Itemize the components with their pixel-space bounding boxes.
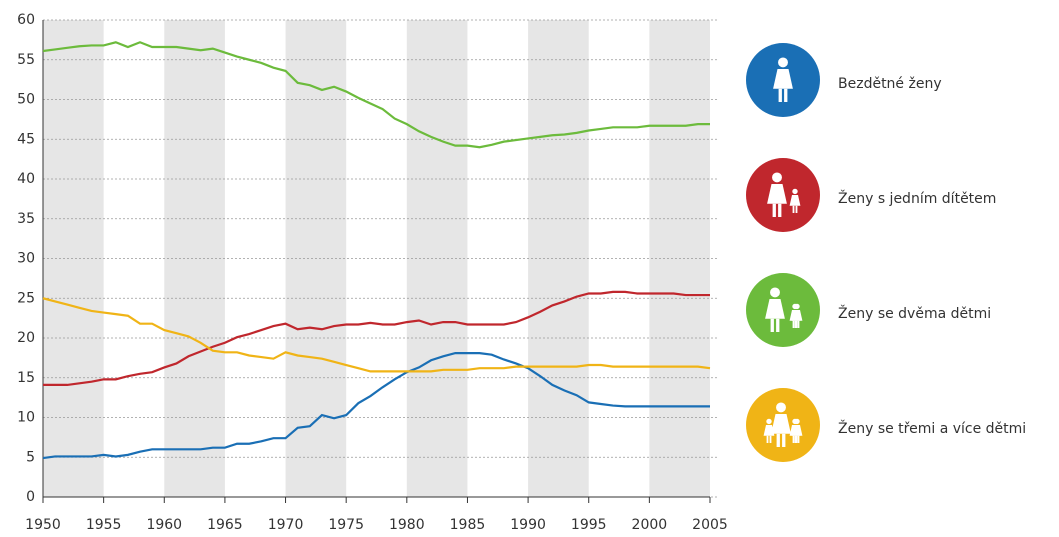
icon-leg — [766, 435, 769, 443]
x-tick-label: 2000 — [632, 517, 668, 533]
series-line — [42, 41, 710, 149]
icon-leg — [784, 88, 788, 102]
legend-label: Ženy se dvěma dětmi — [838, 304, 991, 322]
icon-head — [770, 287, 780, 298]
band — [43, 20, 104, 497]
icon-leg — [776, 433, 780, 447]
x-tick-label: 1970 — [268, 517, 304, 533]
y-tick-label: 15 — [17, 370, 35, 386]
legend-item: Ženy se třemi a více dětmi — [746, 388, 1026, 462]
icon-leg — [795, 205, 798, 213]
icon-leg — [797, 320, 800, 328]
legend-icon — [746, 273, 820, 347]
icon-head — [766, 418, 772, 425]
y-tick-label: 60 — [17, 12, 35, 28]
icon-head — [792, 188, 798, 195]
y-tick-label: 50 — [17, 92, 35, 108]
icon-leg — [770, 318, 774, 332]
icon-body — [763, 425, 775, 436]
icon-leg — [778, 203, 782, 217]
y-tick-label: 40 — [17, 171, 35, 187]
y-tick-label: 5 — [26, 449, 35, 465]
y-tick-label: 10 — [17, 410, 35, 426]
icon-body — [791, 425, 803, 436]
x-tick-label: 1965 — [207, 517, 243, 533]
series-line — [43, 290, 710, 387]
legend-item: Bezdětné ženy — [746, 43, 942, 117]
icon-body — [767, 184, 787, 204]
icon-leg — [792, 205, 795, 213]
series-line — [42, 352, 710, 460]
icon-leg — [797, 435, 800, 443]
y-tick-label: 35 — [17, 211, 35, 227]
icon-head — [794, 303, 800, 310]
icon-leg — [794, 435, 797, 443]
legend-item: Ženy se dvěma dětmi — [746, 273, 991, 347]
icon-leg — [792, 320, 795, 328]
legend-label: Ženy se třemi a více dětmi — [838, 419, 1026, 437]
x-tick-label: 1985 — [450, 517, 486, 533]
band — [528, 20, 589, 497]
x-tick-label: 1950 — [25, 517, 61, 533]
legend-label: Ženy s jedním dítětem — [838, 189, 996, 207]
y-tick-label: 25 — [17, 290, 35, 306]
x-tick-label: 1975 — [328, 517, 364, 533]
icon-head — [776, 402, 786, 413]
icon-leg — [778, 88, 782, 102]
icon-body — [791, 310, 803, 321]
band — [164, 20, 225, 497]
icon-body — [771, 414, 791, 434]
icon-head — [772, 172, 782, 183]
icon-leg — [776, 318, 780, 332]
x-tick-label: 2005 — [692, 517, 728, 533]
icon-leg — [792, 435, 795, 443]
icon-leg — [794, 320, 797, 328]
legend-label: Bezdětné ženy — [838, 76, 942, 92]
x-tick-label: 1960 — [146, 517, 182, 533]
icon-leg — [795, 435, 798, 443]
icon-head — [794, 418, 800, 425]
y-tick-label: 0 — [26, 489, 35, 505]
icon-leg — [772, 203, 776, 217]
icon-body — [773, 69, 793, 89]
x-tick-label: 1955 — [86, 517, 122, 533]
x-tick-label: 1980 — [389, 517, 425, 533]
icon-leg — [795, 320, 798, 328]
y-tick-label: 20 — [17, 330, 35, 346]
y-tick-label: 45 — [17, 131, 35, 147]
x-tick-label: 1995 — [571, 517, 607, 533]
icon-body — [765, 299, 785, 319]
x-tick-label: 1990 — [510, 517, 546, 533]
icon-body — [789, 195, 801, 206]
series-line — [42, 297, 711, 373]
icon-leg — [782, 433, 786, 447]
y-tick-label: 55 — [17, 52, 35, 68]
icon-head — [778, 57, 788, 68]
y-tick-label: 30 — [17, 251, 35, 267]
legend-item: Ženy s jedním dítětem — [746, 158, 996, 232]
icon-leg — [769, 435, 772, 443]
